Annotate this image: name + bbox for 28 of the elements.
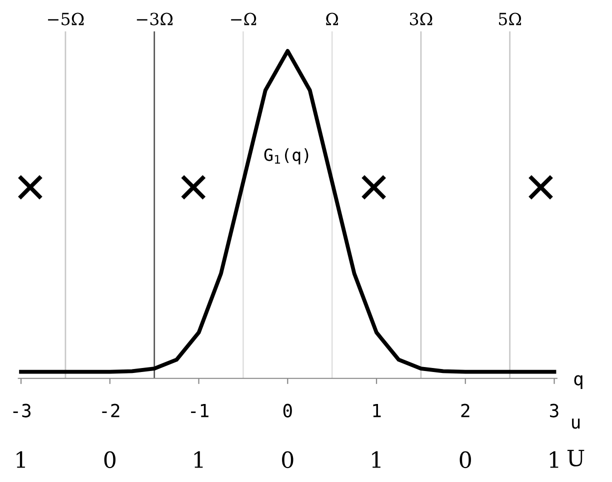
annotation: ✕: [181, 175, 206, 200]
text: 0: [460, 451, 471, 468]
x-tick-label: -3: [13, 404, 31, 418]
x2-tick-label: −3Ω: [136, 12, 173, 26]
x2-tick-label: −Ω: [231, 12, 256, 26]
text: 0: [282, 451, 294, 468]
text: u: [572, 418, 580, 429]
x-tick-label: 3: [550, 404, 558, 418]
text: 1: [372, 451, 380, 468]
text: 1: [16, 451, 25, 468]
x-tick-label: -2: [102, 404, 120, 418]
annotation: ✕: [528, 175, 553, 200]
text: U: [567, 450, 584, 466]
annotation: G$_{1}$(q): [264, 148, 308, 164]
text: 0: [104, 451, 116, 468]
x-tick-label: 1: [373, 404, 381, 418]
x2-tick-label: 3Ω: [410, 12, 432, 26]
text: 1: [550, 451, 558, 468]
x2-tick-label: −5Ω: [48, 12, 84, 26]
annotation: ✕: [362, 175, 386, 200]
text: 1: [194, 451, 203, 468]
x-axis-title: q: [574, 375, 582, 389]
annotation: ✕: [18, 175, 42, 200]
x2-tick-label: 5Ω: [499, 12, 522, 26]
x2-tick-label: Ω: [326, 12, 338, 26]
x-tick-label: 0: [283, 404, 292, 418]
x-tick-label: 2: [461, 404, 470, 418]
x-tick-label: -1: [191, 404, 208, 418]
